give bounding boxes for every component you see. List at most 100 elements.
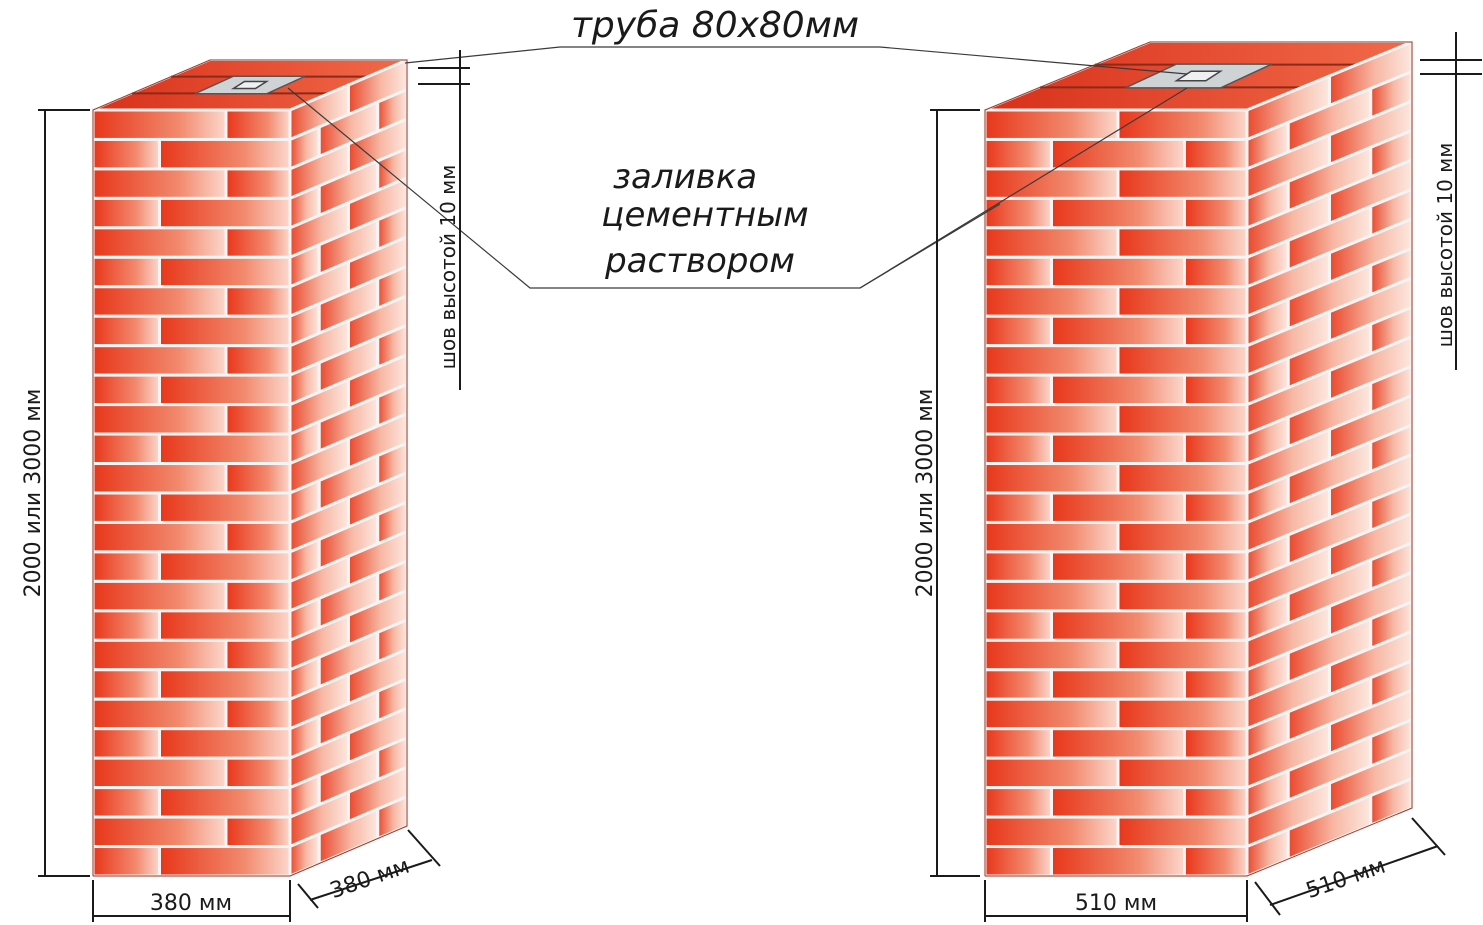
pillar-380-front-brick xyxy=(158,373,292,407)
pillar-510-front-brick xyxy=(983,609,1053,642)
pillar-380-front-brick xyxy=(91,344,228,377)
pillar-380-front-brick xyxy=(158,609,292,642)
pillar-510-front-brick xyxy=(1050,491,1186,524)
pillar-510-front-brick xyxy=(1116,108,1249,141)
pillar-380-height-label: 2000 или 3000 мм xyxy=(21,389,46,598)
pillar-510-front-brick xyxy=(983,226,1120,259)
pillar-380-front-brick xyxy=(91,314,161,348)
pillar-380-front-brick xyxy=(224,403,292,436)
pillar-510-front-brick xyxy=(983,167,1120,200)
pillar-510-front-brick xyxy=(1050,432,1186,466)
pillar-510-front-brick xyxy=(1183,314,1249,348)
pillar-380-front-brick xyxy=(158,314,292,348)
pillar-510-front-brick xyxy=(1116,579,1249,613)
pillar-510-front-brick xyxy=(1183,432,1249,466)
pillar-510 xyxy=(983,39,1414,879)
pillar-510-front-brick xyxy=(983,815,1120,849)
pillar-380-front-brick xyxy=(91,668,161,701)
pipe-label: труба 80x80мм xyxy=(571,5,859,46)
pillar-510-front-brick xyxy=(983,727,1053,760)
pillar-510-front-brick xyxy=(983,579,1120,613)
pillar-380-front-brick xyxy=(91,697,228,731)
pillar-510-front-brick xyxy=(983,314,1053,348)
pillar-380-front-brick xyxy=(158,196,292,230)
pillar-510-front-brick xyxy=(983,108,1120,141)
pillar-510-front-brick xyxy=(1116,815,1249,849)
pillar-380-front-brick xyxy=(224,520,292,554)
pillar-510-front-brick xyxy=(983,697,1120,731)
fill-label-line1: заливка xyxy=(613,157,757,197)
pillar-380-front-brick xyxy=(224,108,292,141)
pillar-510-front-brick xyxy=(1050,373,1186,407)
pillar-380-front-brick xyxy=(158,255,292,289)
pillar-510-height-label: 2000 или 3000 мм xyxy=(913,389,938,598)
pillar-380-depth-label: 380 мм xyxy=(327,854,413,904)
pillar-510-front-brick xyxy=(1183,255,1249,289)
pillar-510-front-brick xyxy=(983,550,1053,583)
leader-lines xyxy=(287,46,1188,289)
pillar-510-front-brick xyxy=(1116,226,1249,259)
pillar-510-front-brick xyxy=(983,344,1120,377)
pillar-380-front-brick xyxy=(224,579,292,613)
pillar-380 xyxy=(91,57,409,879)
pillar-510-front-brick xyxy=(1183,845,1249,878)
pillar-380-width-label: 380 мм xyxy=(150,891,232,916)
pillar-380-front-brick xyxy=(91,845,161,878)
pillar-510-front-brick xyxy=(1116,403,1249,436)
pillar-510-front-brick xyxy=(1183,668,1249,701)
pillar-380-front-brick xyxy=(158,432,292,466)
pillar-380-front-brick xyxy=(91,462,228,495)
pillar-380-front-brick xyxy=(91,432,161,466)
pillar-510-front-brick xyxy=(1050,668,1186,701)
pillar-380-front-brick xyxy=(91,403,228,436)
pillar-380-front-brick xyxy=(224,462,292,495)
pillar-380-front-brick xyxy=(224,344,292,377)
pillar-510-front-brick xyxy=(1116,756,1249,790)
pillar-510-front-brick xyxy=(983,403,1120,436)
pillar-510-front-brick xyxy=(1050,137,1186,171)
pillar-380-front-brick xyxy=(91,108,228,141)
pillar-380-front-brick xyxy=(158,137,292,171)
pillar-510-front-brick xyxy=(1116,462,1249,495)
pillar-510-front-brick xyxy=(983,756,1120,790)
pillar-380-front-brick xyxy=(224,638,292,672)
pillar-510-front-brick xyxy=(983,373,1053,407)
pillar-510-front-brick xyxy=(1050,314,1186,348)
pillar-380-front-brick xyxy=(91,815,228,849)
pillar-510-front-brick xyxy=(1183,373,1249,407)
pillar-380-front-brick xyxy=(91,756,228,790)
pillar-380-front-brick xyxy=(91,727,161,760)
pillar-510-outline xyxy=(984,41,1413,877)
pillar-510-front-brick xyxy=(983,462,1120,495)
pillar-380-pipe xyxy=(230,80,270,90)
pillar-380-front-brick xyxy=(224,226,292,259)
pillar-510-front-brick xyxy=(983,491,1053,524)
pillar-380-front-brick xyxy=(158,491,292,524)
fill-label-line2: цементным xyxy=(601,195,808,235)
pillar-510-front-brick xyxy=(983,137,1053,171)
pillar-510-front-brick xyxy=(983,255,1053,289)
pillar-380-front-brick xyxy=(91,786,161,819)
pillar-510-front-brick xyxy=(1050,196,1186,230)
pillar-380-front-brick xyxy=(91,579,228,613)
pillar-510-seam-label: шов высотой 10 мм xyxy=(1433,143,1457,348)
pillar-380-dimensions: 2000 или 3000 мм 380 мм 380 мм шов высот… xyxy=(21,50,470,922)
pillar-510-front-brick xyxy=(983,845,1053,878)
pillar-380-front-brick xyxy=(91,373,161,407)
pillar-510-front-brick xyxy=(983,520,1120,554)
pillar-510-front-brick xyxy=(1050,727,1186,760)
pillar-510-front-brick xyxy=(1116,697,1249,731)
pillar-510-front-brick xyxy=(983,285,1120,318)
fill-label-line3: раствором xyxy=(604,241,795,281)
pillar-510-front-brick xyxy=(1050,550,1186,583)
pillar-380-front-brick xyxy=(224,815,292,849)
pillar-510-front-brick xyxy=(1183,196,1249,230)
pillar-510-front-brick xyxy=(1183,137,1249,171)
pillar-510-front-brick xyxy=(983,432,1053,466)
pillar-510-front-brick xyxy=(1116,520,1249,554)
pillar-380-front-brick xyxy=(91,638,228,672)
pillar-380-front-brick xyxy=(91,196,161,230)
pillar-380-front-brick xyxy=(158,550,292,583)
pillar-510-front-brick xyxy=(1183,550,1249,583)
